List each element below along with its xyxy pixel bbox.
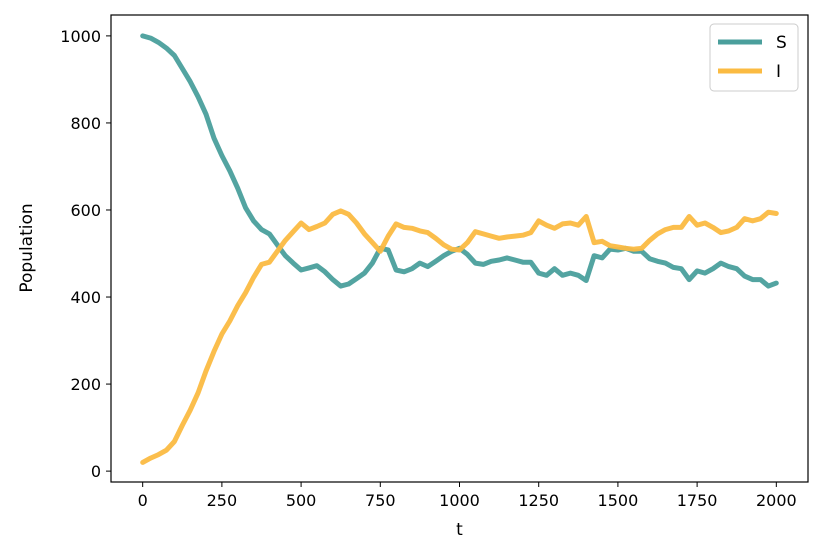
y-tick-label: 1000 [60,27,101,46]
x-axis-ticks: 0 250 500 750 1000 1250 1500 1750 2000 [138,482,797,510]
x-tick-label: 500 [286,491,317,510]
x-tick-label: 250 [207,491,238,510]
x-tick-label: 1250 [518,491,559,510]
legend-i-label: I [776,62,781,82]
legend-s-label: S [776,33,787,53]
y-axis-label: Population [17,203,37,292]
x-tick-label: 2000 [756,491,797,510]
legend: S I [709,23,799,92]
x-tick-label: 1750 [677,491,718,510]
x-axis-label: t [456,520,463,540]
y-tick-label: 0 [91,462,101,481]
x-tick-label: 750 [365,491,396,510]
y-tick-label: 200 [70,375,101,394]
y-axis-ticks: 0 200 400 600 800 1000 [60,27,111,481]
y-tick-label: 400 [70,288,101,307]
series-layer [140,33,779,465]
x-tick-label: 1000 [439,491,480,510]
x-tick-label: 0 [138,491,148,510]
y-tick-label: 600 [70,201,101,220]
series-line-i [140,208,779,465]
y-tick-label: 800 [70,114,101,133]
x-tick-label: 1500 [598,491,639,510]
